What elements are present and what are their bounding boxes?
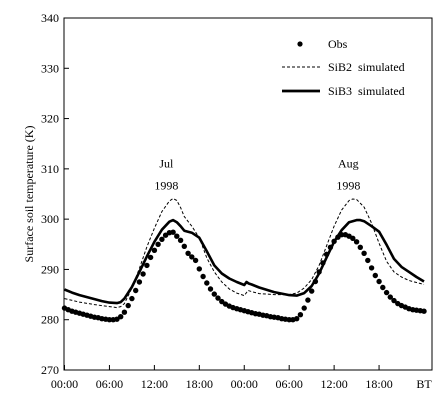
obs-point (357, 244, 363, 250)
obs-point (301, 305, 307, 311)
obs-point (185, 250, 191, 256)
y-axis: 270 280 290 300 310 320 330 340 (41, 11, 69, 377)
x-tick-label: 00:00 (231, 377, 258, 391)
y-tick-label: 280 (41, 313, 59, 327)
sib3-line (64, 218, 425, 305)
y-tick-label: 340 (41, 11, 59, 25)
obs-point (192, 257, 199, 264)
obs-point (286, 317, 292, 323)
annotations: Jul 1998 Aug 1998 (154, 156, 360, 192)
obs-point (309, 288, 315, 294)
obs-point (294, 316, 300, 322)
obs-point (106, 317, 113, 323)
obs-point (350, 235, 356, 241)
obs-point (177, 237, 184, 243)
legend-sib3-label: SiB3 simulated (328, 84, 405, 98)
obs-point (125, 302, 131, 309)
obs-point (361, 250, 367, 256)
annotation-label: Jul (159, 156, 174, 170)
y-tick-label: 300 (41, 212, 59, 226)
obs-point (305, 297, 311, 303)
x-tick-label: 12:00 (320, 377, 347, 391)
obs-point (372, 272, 378, 279)
obs-point (155, 241, 161, 247)
obs-point (391, 297, 397, 304)
x-tick-label: 06:00 (96, 377, 123, 391)
x-tick-label: 00:00 (51, 377, 78, 391)
obs-point (159, 236, 165, 242)
obs-point (114, 316, 120, 322)
obs-point (151, 247, 158, 253)
obs-point (353, 239, 360, 245)
obs-point (136, 279, 143, 285)
x-tick-label: 06:00 (276, 377, 303, 391)
obs-point (368, 265, 375, 271)
annotation-label: Aug (338, 156, 359, 170)
sib2-line (64, 198, 425, 309)
obs-point (140, 271, 146, 277)
obs-point (211, 291, 217, 297)
obs-point (181, 243, 187, 249)
y-axis-label: Surface soil temperature (K) (22, 126, 36, 263)
obs-point (204, 280, 210, 286)
obs-point (174, 233, 180, 239)
y-tick-label: 320 (41, 112, 59, 126)
obs-point (170, 229, 176, 235)
legend: Obs SiB2 simulated SiB3 simulated (282, 37, 405, 98)
obs-point (297, 312, 304, 318)
obs-point (147, 254, 154, 261)
y-tick-label: 270 (41, 363, 59, 377)
obs-point (365, 257, 371, 264)
obs-point (144, 262, 150, 269)
annotation-label: 1998 (336, 178, 360, 192)
obs-point (207, 286, 214, 292)
plot-frame (63, 17, 433, 371)
legend-obs-marker (297, 41, 303, 47)
x-tick-label: 18:00 (186, 377, 213, 391)
x-axis: 00:00 06:00 12:00 18:00 00:00 06:00 12:00 18:00 (51, 365, 393, 391)
obs-point (162, 232, 169, 238)
x-unit-label: BT (416, 377, 432, 391)
obs-point (133, 287, 139, 294)
obs-point (121, 309, 128, 315)
obs-point (215, 295, 221, 301)
x-tick-label: 12:00 (141, 377, 168, 391)
obs-point (380, 284, 386, 291)
obs-point (421, 308, 427, 314)
obs-point (383, 289, 390, 296)
y-tick-label: 330 (41, 61, 59, 75)
obs-point (196, 266, 202, 272)
obs-point (129, 295, 135, 302)
plot-area (61, 198, 427, 323)
legend-sib2-label: SiB2 simulated (328, 60, 405, 74)
annotation-label: 1998 (154, 178, 178, 192)
obs-point (200, 273, 206, 280)
y-tick-label: 310 (41, 162, 59, 176)
x-tick-label: 18:00 (365, 377, 392, 391)
y-tick-label: 290 (41, 262, 59, 276)
legend-obs-label: Obs (328, 37, 348, 51)
obs-point (118, 314, 124, 320)
obs-point (189, 254, 195, 260)
obs-point (387, 294, 393, 300)
obs-point (376, 278, 382, 285)
